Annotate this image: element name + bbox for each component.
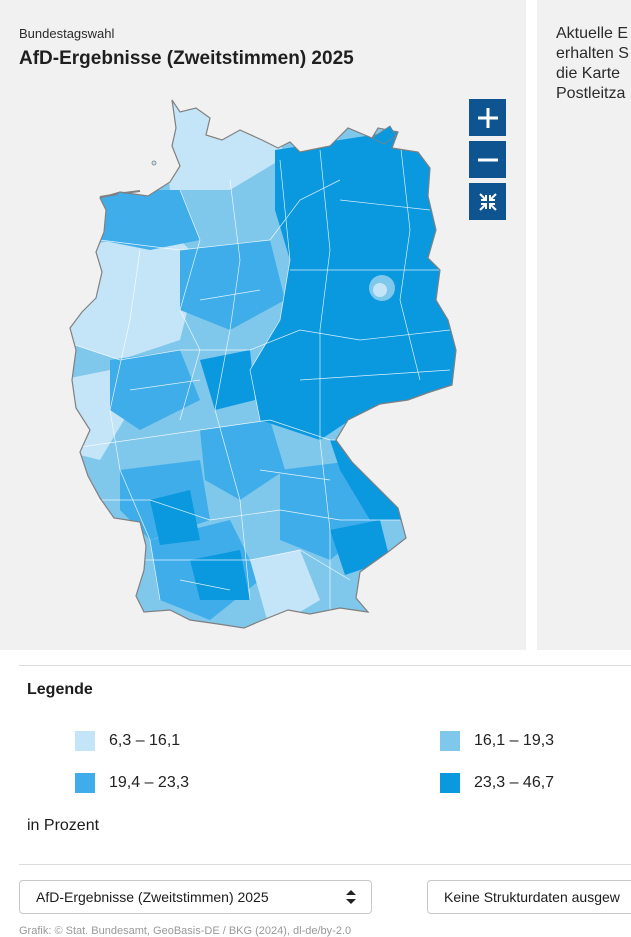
info-panel: Aktuelle E erhalten S die Karte Postleit… — [537, 0, 631, 650]
collapse-arrows-icon — [478, 192, 497, 211]
source-note: Grafik: © Stat. Bundesamt, GeoBasis-DE /… — [19, 925, 352, 937]
map-panel: Bundestagswahl AfD-Ergebnisse (Zweitstim… — [0, 0, 526, 650]
plus-icon — [477, 107, 498, 128]
reset-view-button[interactable] — [469, 183, 506, 220]
zoom-in-button[interactable] — [469, 99, 506, 136]
legend-swatch — [75, 773, 95, 793]
legend-item: 23,3 – 46,7 — [440, 773, 554, 793]
legend-item: 19,4 – 23,3 — [75, 773, 189, 793]
divider — [19, 665, 631, 666]
info-line: Aktuelle E — [556, 25, 629, 42]
zoom-out-button[interactable] — [469, 141, 506, 178]
info-text: Aktuelle E erhalten S die Karte Postleit… — [556, 24, 631, 104]
legend-unit: in Prozent — [27, 817, 100, 834]
legend-swatch — [440, 731, 460, 751]
dataset-select[interactable]: AfD-Ergebnisse (Zweitstimmen) 2025 — [19, 880, 372, 914]
map-title: AfD-Ergebnisse (Zweitstimmen) 2025 — [19, 48, 354, 69]
info-line: die Karte — [556, 65, 621, 82]
info-line: erhalten S — [556, 45, 629, 62]
sort-arrows-icon — [346, 890, 356, 904]
legend-swatch — [75, 731, 95, 751]
structure-select-value: Keine Strukturdaten ausgew — [444, 889, 620, 905]
legend-item: 6,3 – 16,1 — [75, 731, 180, 751]
legend-label: 16,1 – 19,3 — [474, 732, 555, 749]
legend-swatch — [440, 773, 460, 793]
germany-map[interactable] — [0, 0, 526, 650]
legend-item: 16,1 – 19,3 — [440, 731, 554, 751]
legend-label: 6,3 – 16,1 — [109, 732, 181, 749]
structure-select[interactable]: Keine Strukturdaten ausgew — [427, 880, 631, 914]
minus-icon — [477, 158, 498, 161]
legend-label: 23,3 – 46,7 — [474, 774, 555, 791]
legend-label: 19,4 – 23,3 — [109, 774, 190, 791]
legend-title: Legende — [27, 681, 93, 698]
dataset-select-value: AfD-Ergebnisse (Zweitstimmen) 2025 — [36, 889, 269, 905]
info-line: Postleitza — [556, 85, 626, 102]
divider — [19, 864, 631, 865]
map-kicker: Bundestagswahl — [19, 26, 115, 41]
